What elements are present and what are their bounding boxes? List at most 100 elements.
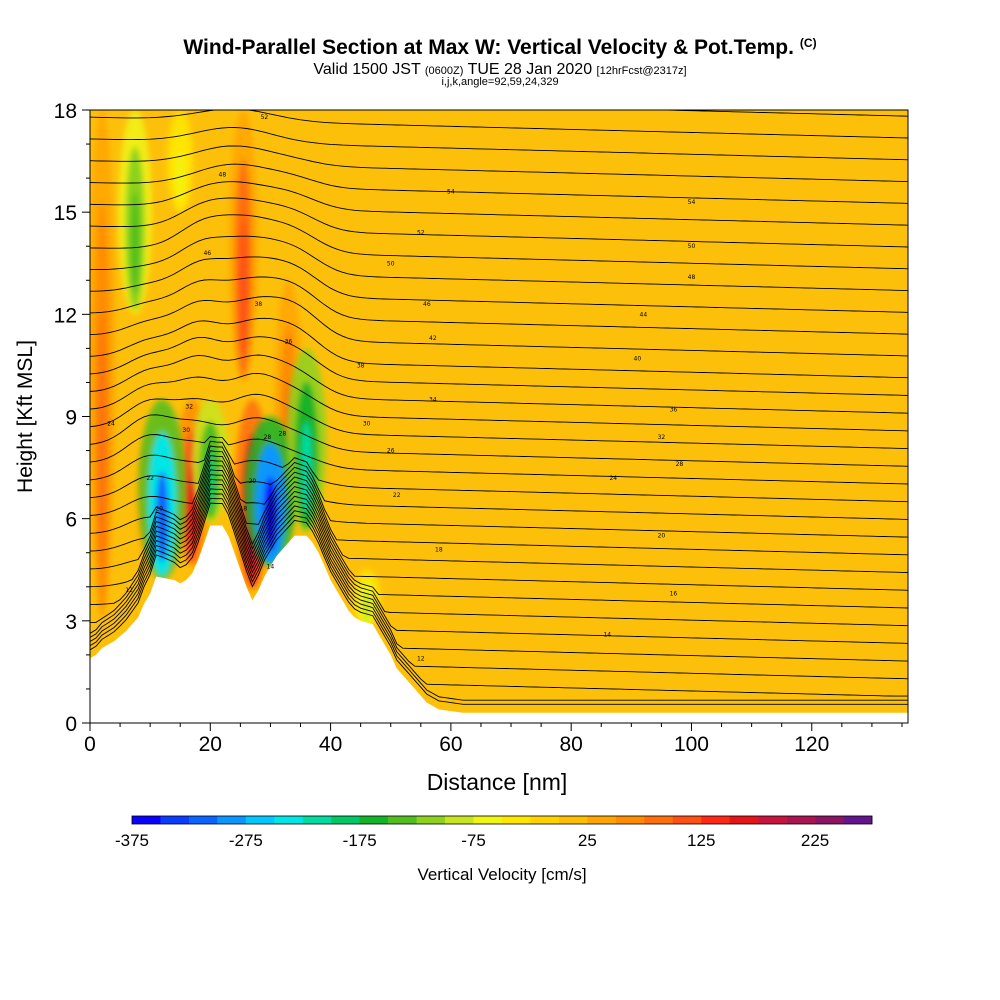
theta-contour — [90, 181, 908, 226]
colorbar-swatch — [132, 816, 161, 824]
downdraft-cell — [138, 399, 186, 580]
contour-label: 52 — [417, 230, 425, 237]
contour-label: 54 — [447, 189, 455, 196]
theta-contour — [90, 497, 908, 701]
x-tick-label: 20 — [199, 733, 222, 756]
contour-label: 22 — [146, 475, 154, 482]
theta-contour — [90, 464, 908, 591]
theta-contour — [90, 434, 908, 485]
theta-contour — [90, 493, 908, 697]
theta-contour — [90, 483, 908, 662]
contour-label: 36 — [670, 407, 678, 414]
downdraft-cell — [244, 416, 297, 567]
y-tick-label: 3 — [65, 611, 77, 634]
updraft-cell — [90, 110, 116, 621]
x-tick-label: 60 — [439, 733, 462, 756]
y-tick-label: 18 — [54, 100, 77, 123]
x-tick-label: 0 — [84, 733, 96, 756]
contour-label: 46 — [423, 301, 431, 308]
colorbar-swatch — [359, 816, 389, 824]
contour-label: 12 — [417, 655, 425, 662]
theta-contour — [90, 214, 908, 270]
theta-contour — [90, 488, 908, 680]
theta-contour — [90, 163, 908, 204]
theta-contour — [90, 145, 908, 183]
colorbar-swatch — [729, 816, 759, 824]
contour-label: 34 — [429, 396, 437, 403]
contour-label: 52 — [261, 114, 269, 121]
theta-contour — [90, 372, 908, 432]
contour-label: 14 — [603, 631, 611, 638]
contour-label: 38 — [357, 362, 365, 369]
contour-label: 30 — [363, 420, 371, 427]
theta-contour — [90, 296, 908, 357]
contour-label: 32 — [185, 403, 193, 410]
contour-label: 28 — [676, 461, 684, 468]
contour-label: 28 — [279, 431, 287, 438]
cell-core — [239, 218, 248, 356]
contour-label: 48 — [688, 274, 696, 281]
colorbar-swatch — [786, 816, 816, 824]
colorbar-swatch — [416, 816, 446, 824]
colorbar-swatch — [672, 816, 702, 824]
theta-contour — [90, 127, 908, 161]
x-tick-label: 40 — [319, 733, 342, 756]
x-tick-label: 120 — [794, 733, 829, 756]
colorbar-swatch — [388, 816, 417, 824]
colorbar-tick-label: -175 — [343, 831, 377, 850]
contour-label: 26 — [387, 448, 395, 455]
contour-label: 24 — [107, 420, 115, 427]
contour-label: 18 — [240, 505, 248, 512]
y-tick-label: 0 — [65, 713, 77, 736]
subtitle-date: TUE 28 Jan 2020 — [467, 61, 593, 78]
chart-indices: i,j,k,angle=92,59,24,329 — [441, 76, 559, 88]
colorbar-swatch — [245, 816, 275, 824]
contour-label: 42 — [429, 335, 437, 342]
colorbar-swatch — [615, 816, 645, 824]
cell-core — [155, 471, 169, 562]
colorbar-swatch — [701, 816, 730, 824]
theta-contours — [90, 52, 908, 705]
theta-contour — [90, 354, 908, 414]
colorbar-tick-label: -275 — [229, 831, 263, 850]
colorbar-swatch — [160, 816, 190, 824]
contour-label: 50 — [387, 260, 395, 267]
contour-labels: 54 54 52 50 50 48 46 44 42 40 38 36 34 32 30 28 26 24 22 20… — [107, 114, 695, 662]
colorbar-swatch — [274, 816, 304, 824]
contour-label: 50 — [688, 243, 696, 250]
x-axis-label: Distance [nm] — [427, 769, 568, 795]
subtitle-utc: (0600Z) — [424, 65, 464, 77]
colorbar-swatch — [644, 816, 674, 824]
colorbar-tick-label: -375 — [115, 831, 149, 850]
contour-label: 48 — [219, 172, 227, 179]
theta-contour — [90, 445, 908, 520]
y-tick-label: 15 — [54, 202, 77, 225]
colorbar: -375 -275 -175 -75 25 125 225 Vertical Velocity… — [115, 815, 873, 884]
contour-label: 46 — [203, 250, 211, 257]
theta-contour — [90, 502, 908, 705]
colorbar-swatch — [217, 816, 247, 824]
chart-title-note: (C) — [799, 36, 817, 50]
contour-label: 20 — [155, 505, 163, 512]
theta-contour — [90, 478, 908, 644]
contour-label: 32 — [658, 434, 666, 441]
contour-label: 22 — [393, 492, 401, 499]
colorbar-swatch — [558, 816, 588, 824]
contour-label: 54 — [688, 199, 696, 206]
theta-contour — [90, 336, 908, 396]
y-tick-label: 12 — [54, 304, 77, 327]
y-tick-label: 9 — [65, 407, 77, 430]
theta-contour — [90, 110, 908, 139]
colorbar-swatch — [188, 816, 218, 824]
contour-label: 20 — [658, 533, 666, 540]
theta-contour — [90, 52, 908, 73]
theta-contour — [646, 110, 908, 117]
theta-contour — [90, 469, 908, 609]
x-tick-label: 100 — [674, 733, 709, 756]
y-tick-label: 6 — [65, 509, 77, 532]
colorbar-tick-label: 25 — [578, 831, 597, 850]
colorbar-swatch — [587, 816, 617, 824]
colorbar-swatch — [502, 816, 531, 824]
theta-contour — [90, 72, 908, 95]
